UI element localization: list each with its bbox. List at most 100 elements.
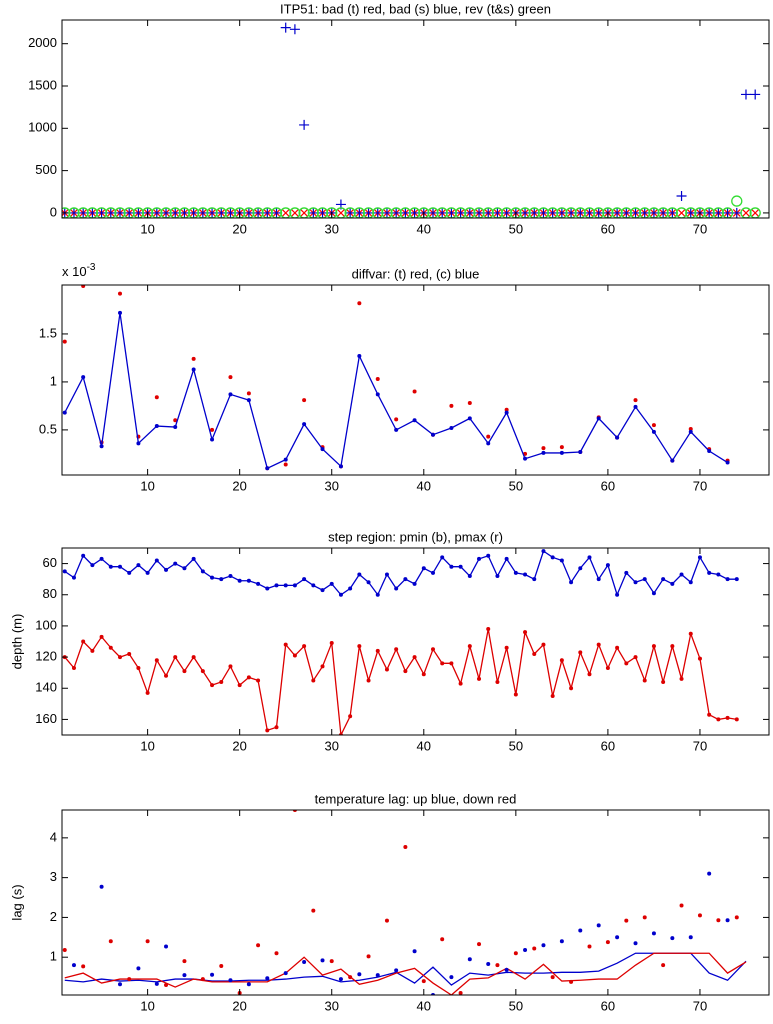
plus-marker	[621, 207, 632, 218]
y-axis-label: depth (m)	[9, 614, 24, 670]
plus-marker	[243, 207, 254, 218]
x-tick-label: 60	[601, 738, 615, 753]
dot-marker	[71, 575, 76, 580]
dot-marker	[412, 389, 417, 394]
x-tick-label: 40	[417, 998, 431, 1013]
plus-marker	[151, 207, 162, 218]
dot-marker	[559, 450, 564, 455]
dot-marker	[210, 575, 215, 580]
dot-marker	[541, 450, 546, 455]
dot-marker	[412, 581, 417, 586]
dot-marker	[651, 429, 656, 434]
panel: step region: pmin (b), pmax (r) depth (m)…	[9, 529, 770, 753]
dot-marker	[357, 644, 362, 649]
dot-marker	[246, 391, 251, 396]
dot-marker	[200, 977, 205, 982]
dot-marker	[486, 961, 491, 966]
dot-marker	[477, 556, 482, 561]
dot-marker	[274, 583, 279, 588]
dot-marker	[311, 583, 316, 588]
dot-marker	[228, 392, 233, 397]
dot-marker	[302, 959, 307, 964]
plus-marker	[253, 207, 264, 218]
dot-marker	[440, 555, 445, 560]
dot-marker	[283, 642, 288, 647]
dot-marker	[541, 642, 546, 647]
dot-marker	[357, 972, 362, 977]
y-tick-label: 4	[50, 829, 57, 844]
dot-marker	[265, 976, 270, 981]
dot-marker	[375, 392, 380, 397]
plus-marker	[584, 207, 595, 218]
plus-marker	[271, 207, 282, 218]
dot-marker	[559, 939, 564, 944]
dot-marker	[688, 580, 693, 585]
dot-marker	[688, 426, 693, 431]
dot-marker	[375, 377, 380, 382]
dot-marker	[430, 570, 435, 575]
dot-marker	[228, 375, 233, 380]
plus-marker	[566, 207, 577, 218]
plus-marker	[704, 207, 715, 218]
plus-marker	[170, 207, 181, 218]
dot-marker	[302, 398, 307, 403]
dot-marker	[707, 449, 712, 454]
dot-marker	[394, 586, 399, 591]
dot-marker	[384, 918, 389, 923]
dot-marker	[412, 655, 417, 660]
dot-marker	[228, 664, 233, 669]
dot-marker	[513, 951, 518, 956]
plus-marker	[317, 207, 328, 218]
plus-marker	[207, 207, 218, 218]
y-tick-label: 1500	[28, 77, 57, 92]
dot-marker	[99, 884, 104, 889]
dot-marker	[467, 416, 472, 421]
plus-marker	[547, 207, 558, 218]
dot-marker	[559, 658, 564, 663]
dot-marker	[541, 549, 546, 554]
dot-marker	[292, 653, 297, 658]
dot-marker	[725, 460, 730, 465]
dot-marker	[624, 570, 629, 575]
dot-marker	[688, 631, 693, 636]
plus-marker	[372, 207, 383, 218]
plus-marker	[676, 191, 687, 201]
plot-area	[62, 285, 730, 471]
dot-marker	[182, 973, 187, 978]
x-tick-label: 10	[140, 221, 154, 236]
dot-marker	[210, 683, 215, 688]
dot-marker	[228, 574, 233, 579]
dot-marker	[486, 553, 491, 558]
dot-marker	[191, 556, 196, 561]
dot-marker	[256, 678, 261, 683]
x-tick-label: 60	[601, 478, 615, 493]
x-marker	[281, 208, 290, 217]
dot-marker	[81, 375, 86, 380]
dot-marker	[605, 665, 610, 670]
dot-marker	[495, 963, 500, 968]
dot-marker	[716, 717, 721, 722]
dot-marker	[633, 655, 638, 660]
y-tick-label: 0	[50, 204, 57, 219]
dot-marker	[210, 437, 215, 442]
y-tick-label: 160	[35, 711, 57, 726]
series-line	[64, 952, 747, 995]
dot-marker	[117, 310, 122, 315]
dot-marker	[366, 678, 371, 683]
dot-marker	[532, 946, 537, 951]
plus-marker	[381, 207, 392, 218]
plus-marker	[96, 207, 107, 218]
dot-marker	[651, 931, 656, 936]
x-tick-label: 40	[417, 478, 431, 493]
dot-marker	[320, 447, 325, 452]
y-tick-label: 120	[35, 649, 57, 664]
dot-marker	[173, 425, 178, 430]
dot-marker	[707, 570, 712, 575]
x-marker	[751, 208, 760, 217]
multiplier-exponent: -3	[87, 262, 96, 273]
dot-marker	[697, 913, 702, 918]
plus-marker	[345, 207, 356, 218]
dot-marker	[440, 937, 445, 942]
dot-marker	[127, 977, 132, 982]
